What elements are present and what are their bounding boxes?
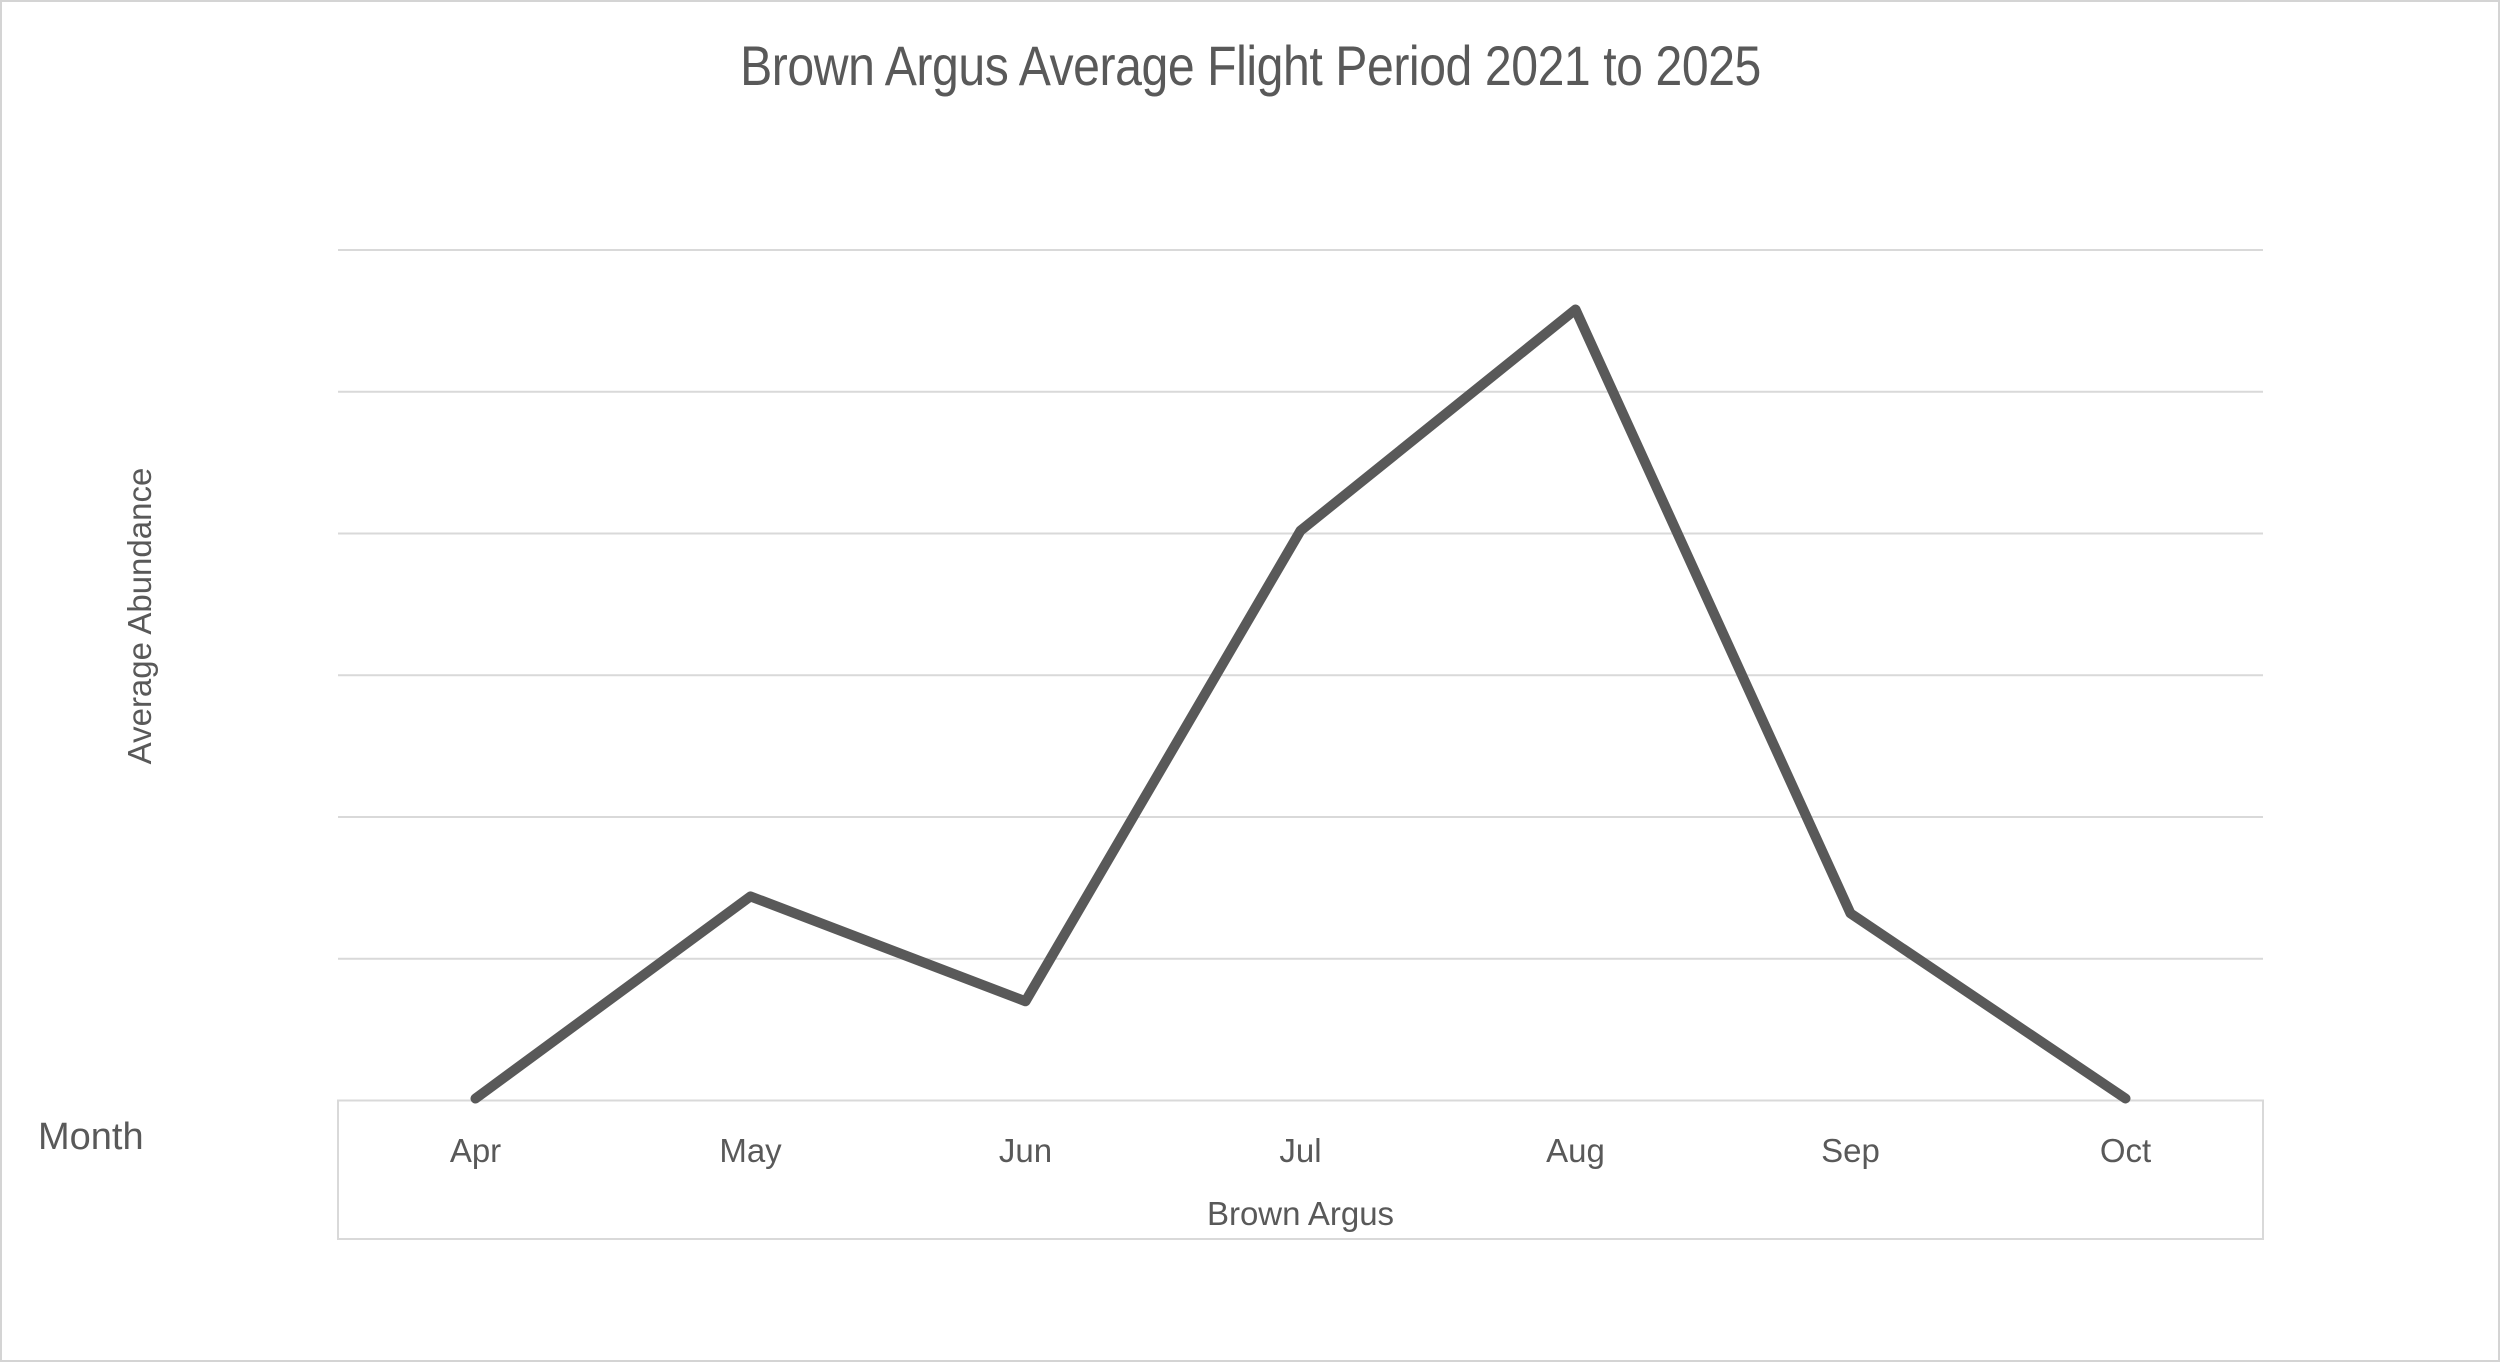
series-line bbox=[470, 304, 2131, 1104]
x-tick-label: May bbox=[719, 1132, 782, 1169]
x-tick-label: Aug bbox=[1546, 1132, 1605, 1169]
x-tick-label: Oct bbox=[2099, 1132, 2152, 1169]
x-axis-category-box bbox=[337, 1099, 2264, 1240]
gridlines bbox=[338, 249, 2263, 960]
x-tick-label: Jun bbox=[998, 1132, 1053, 1169]
x-tick-label: Apr bbox=[449, 1132, 502, 1169]
series-field-label: Brown Argus bbox=[1206, 1195, 1395, 1232]
x-axis-field-label: Month bbox=[38, 1116, 144, 1158]
chart-title: Brown Argus Average Flight Period 2021 t… bbox=[2, 35, 2498, 97]
chart-title-text: Brown Argus Average Flight Period 2021 t… bbox=[739, 34, 1761, 97]
x-tick-label: Jul bbox=[1279, 1132, 1322, 1169]
x-tick-label: Sep bbox=[1821, 1132, 1880, 1169]
